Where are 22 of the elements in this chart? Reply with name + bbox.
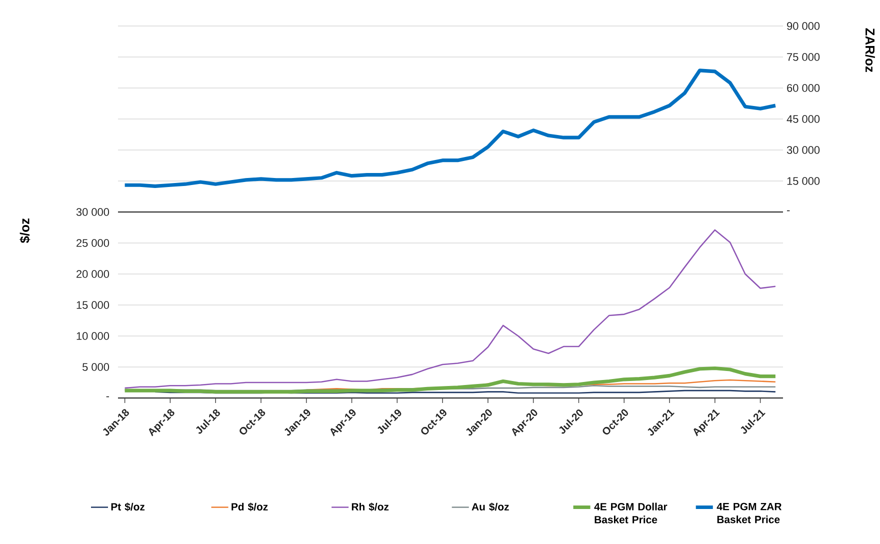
y2-axis-title: ZAR/oz <box>865 28 875 72</box>
y-tick-label: 5 000 <box>82 363 110 371</box>
y2-tick-label: 90 000 <box>787 22 820 30</box>
y2-tick-label: 75 000 <box>787 53 820 61</box>
y-tick-label: 30 000 <box>76 208 110 216</box>
legend-label: 4E PGM Dollar Basket Price <box>594 502 668 524</box>
y2-tick-label: 45 000 <box>786 115 820 123</box>
legend-label: Rh $/oz <box>352 502 389 512</box>
y-axis-title: $/oz <box>20 218 30 244</box>
y2-tick-label: 30 000 <box>786 146 820 154</box>
legend-label: Pd $/oz <box>232 502 268 512</box>
y2-tick-label: - <box>787 210 790 212</box>
y-tick-label: 25 000 <box>76 239 110 247</box>
y-tick-label: 15 000 <box>76 301 110 309</box>
legend-label: 4E PGM ZAR Basket Price <box>716 502 782 524</box>
y-tick-label: - <box>106 396 110 398</box>
legend-label: Pt $/oz <box>111 502 145 512</box>
y-tick-label: 20 000 <box>76 270 110 278</box>
legend-label: Au $/oz <box>472 502 509 512</box>
y-tick-label: 10 000 <box>76 332 110 340</box>
y2-tick-label: 15 000 <box>787 177 820 185</box>
y2-tick-label: 60 000 <box>787 84 820 92</box>
